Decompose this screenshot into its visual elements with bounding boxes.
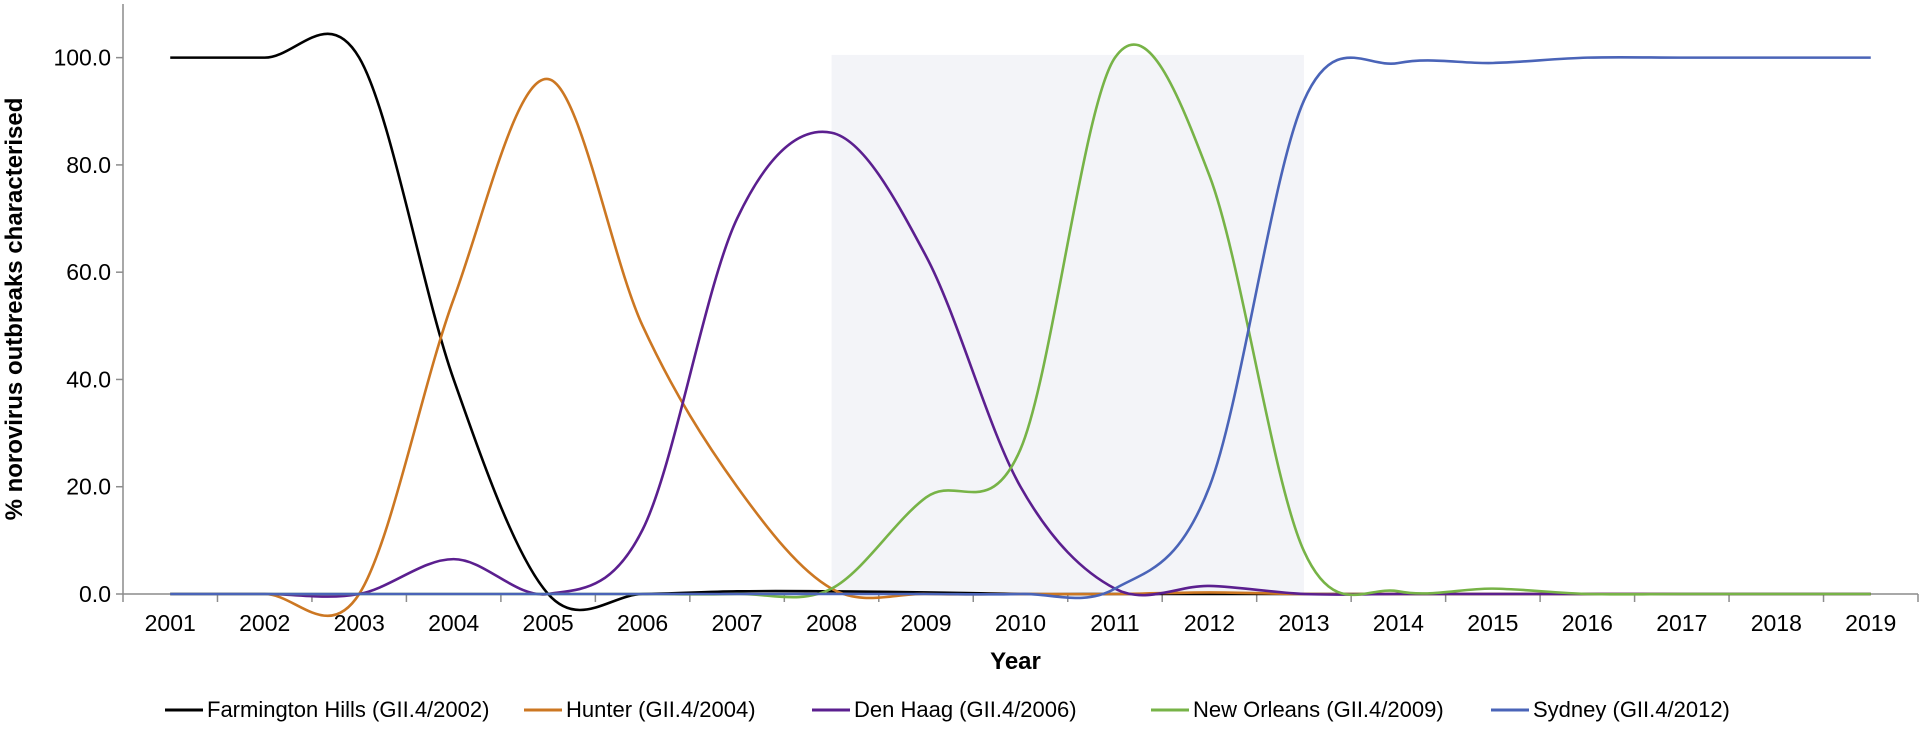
y-tick-label: 0.0 [79, 581, 111, 607]
x-tick-label: 2011 [1090, 610, 1139, 636]
x-tick-label: 2002 [239, 610, 290, 636]
x-tick-label: 2016 [1562, 610, 1613, 636]
legend-label: Farmington Hills (GII.4/2002) [207, 697, 489, 722]
y-axis-title: % norovirus outbreaks characterised [1, 98, 28, 521]
y-tick-label: 80.0 [66, 152, 111, 178]
legend-label: New Orleans (GII.4/2009) [1193, 697, 1444, 722]
x-tick-label: 2010 [995, 610, 1046, 636]
tick-labels: 0.0 20.0 40.0 60.0 80.0 100.0 2001 2002 2003 2004… [53, 45, 1896, 636]
x-tick-label: 2017 [1656, 610, 1707, 636]
x-tick-label: 2019 [1845, 610, 1896, 636]
x-tick-label: 2001 [145, 610, 196, 636]
x-tick-label: 2003 [334, 610, 385, 636]
x-tick-label: 2007 [711, 610, 762, 636]
x-tick-label: 2018 [1751, 610, 1802, 636]
x-tick-label: 2006 [617, 610, 668, 636]
x-tick-label: 2005 [523, 610, 574, 636]
y-tick-label: 100.0 [53, 45, 111, 71]
series-layer [170, 32, 1871, 618]
highlight-band [831, 54, 1304, 595]
x-tick-label: 2012 [1184, 610, 1235, 636]
x-tick-label: 2015 [1467, 610, 1518, 636]
y-tick-label: 40.0 [66, 366, 111, 392]
x-tick-label: 2013 [1278, 610, 1329, 636]
legend-label: Hunter (GII.4/2004) [566, 697, 756, 722]
x-tick-label: 2014 [1373, 610, 1424, 636]
x-axis-title: Year [990, 648, 1041, 675]
y-tick-label: 60.0 [66, 259, 111, 285]
series-line-3 [170, 130, 1871, 598]
legend-label: Sydney (GII.4/2012) [1533, 697, 1730, 722]
x-tick-label: 2004 [428, 610, 479, 636]
legend-label: Den Haag (GII.4/2006) [854, 697, 1077, 722]
x-tick-label: 2009 [900, 610, 951, 636]
legend: Farmington Hills (GII.4/2002) Hunter (GII… [165, 697, 1730, 722]
y-tick-label: 20.0 [66, 474, 111, 500]
series-line-5 [170, 55, 1871, 600]
x-tick-label: 2008 [806, 610, 857, 636]
